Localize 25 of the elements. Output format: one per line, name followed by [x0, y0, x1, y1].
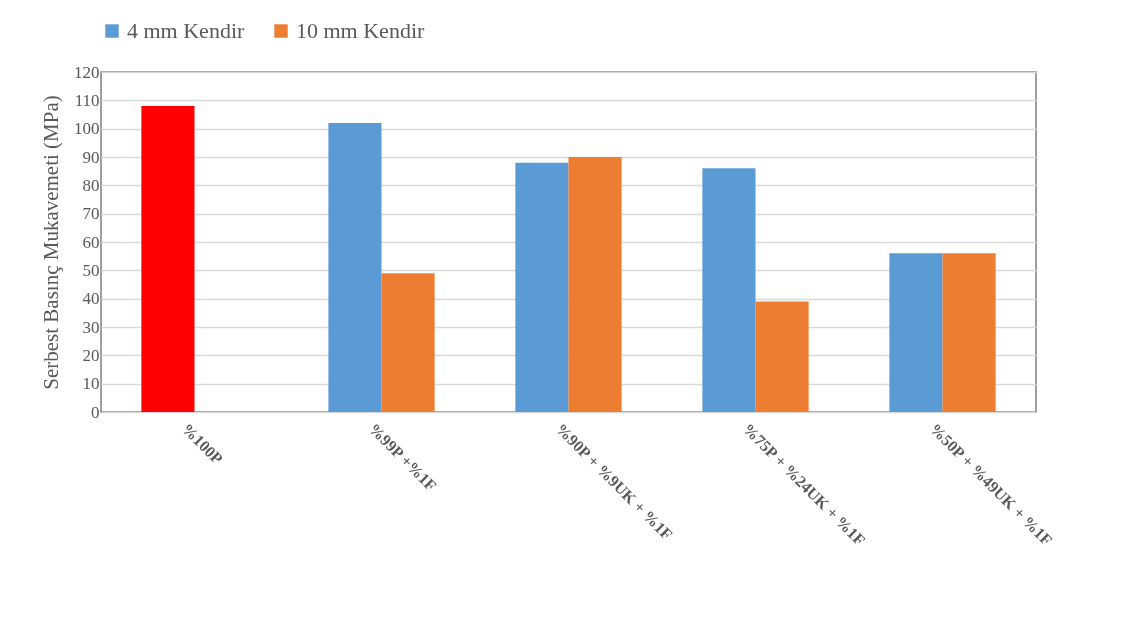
y-axis-title: Serbest Basınç Mukavemeti (MPa): [39, 95, 63, 390]
legend-label: 4 mm Kendir: [127, 18, 245, 43]
y-tick-label: 20: [82, 345, 100, 365]
y-tick-label: 40: [82, 289, 100, 309]
bar: [702, 168, 756, 412]
y-tick-label: 0: [91, 402, 100, 422]
bar: [141, 106, 195, 412]
bar: [328, 123, 382, 412]
y-tick-label: 120: [74, 62, 100, 82]
y-tick-label: 100: [74, 119, 100, 139]
y-tick-label: 110: [74, 90, 100, 110]
bar: [515, 162, 569, 412]
y-tick-label: 70: [82, 204, 100, 224]
y-tick-label: 90: [82, 147, 100, 167]
y-tick-label: 50: [82, 260, 100, 280]
legend-label: 10 mm Kendir: [296, 18, 425, 43]
bar: [942, 253, 996, 412]
y-tick-label: 10: [82, 374, 100, 394]
y-tick-label: 80: [82, 175, 100, 195]
bar: [568, 157, 622, 412]
y-tick-label: 60: [82, 232, 100, 252]
y-tick-label: 30: [82, 317, 100, 337]
bar: [889, 253, 943, 412]
bar: [755, 301, 809, 412]
bar: [381, 273, 435, 412]
